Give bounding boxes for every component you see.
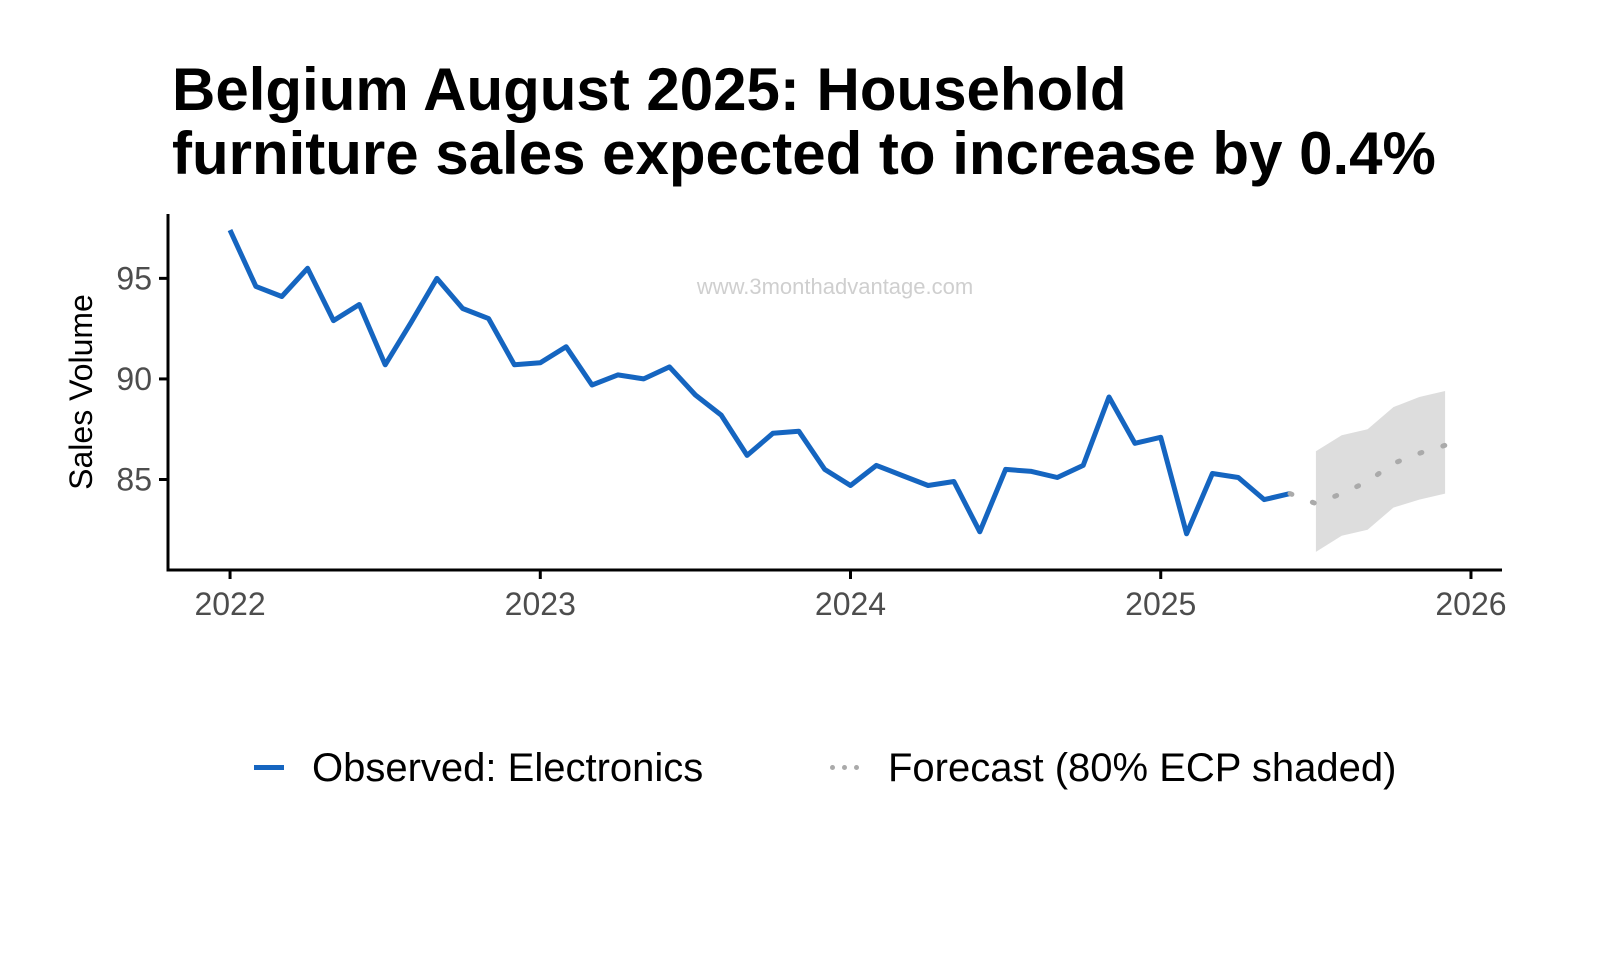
y-axis-label: Sales Volume: [63, 294, 99, 490]
chart-title: Belgium August 2025: Household furniture…: [172, 58, 1552, 186]
legend: Observed: Electronics Forecast (80% ECP …: [0, 738, 1600, 798]
y-tick-label: 90: [116, 361, 152, 397]
chart-title-line-2: furniture sales expected to increase by …: [172, 120, 1436, 187]
watermark: www.3monthadvantage.com: [696, 274, 973, 299]
x-tick-label: 2023: [505, 586, 576, 622]
forecast-line: [1287, 442, 1448, 507]
legend-item-forecast: Forecast (80% ECP shaded): [826, 738, 1396, 798]
x-tick-label: 2022: [194, 586, 265, 622]
axes: 2022 2023 2024 2025 2026 85 90 95: [116, 214, 1507, 622]
legend-key-forecast: [826, 738, 862, 798]
x-tick-label: 2025: [1125, 586, 1196, 622]
legend-label-observed: Observed: Electronics: [312, 745, 704, 790]
legend-key-observed: [250, 738, 286, 798]
y-tick-label: 85: [116, 461, 152, 497]
x-tick-label: 2024: [815, 586, 886, 622]
legend-label-forecast: Forecast (80% ECP shaded): [888, 745, 1397, 790]
y-tick-label: 95: [116, 260, 152, 296]
series-layer: [227, 229, 1448, 537]
legend-item-observed: Observed: Electronics: [250, 738, 703, 798]
observed-line: [227, 229, 1291, 537]
x-tick-label: 2026: [1435, 586, 1506, 622]
chart-title-line-1: Belgium August 2025: Household: [172, 56, 1127, 123]
